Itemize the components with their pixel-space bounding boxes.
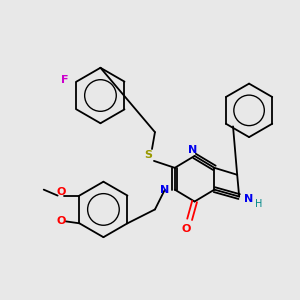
Text: S: S: [144, 150, 152, 160]
Text: O: O: [57, 187, 66, 196]
Text: N: N: [188, 145, 197, 155]
Text: O: O: [57, 216, 66, 226]
Text: H: H: [255, 200, 263, 209]
Text: N: N: [244, 194, 254, 203]
Text: F: F: [61, 75, 68, 85]
Text: N: N: [160, 184, 170, 195]
Text: O: O: [182, 224, 191, 234]
